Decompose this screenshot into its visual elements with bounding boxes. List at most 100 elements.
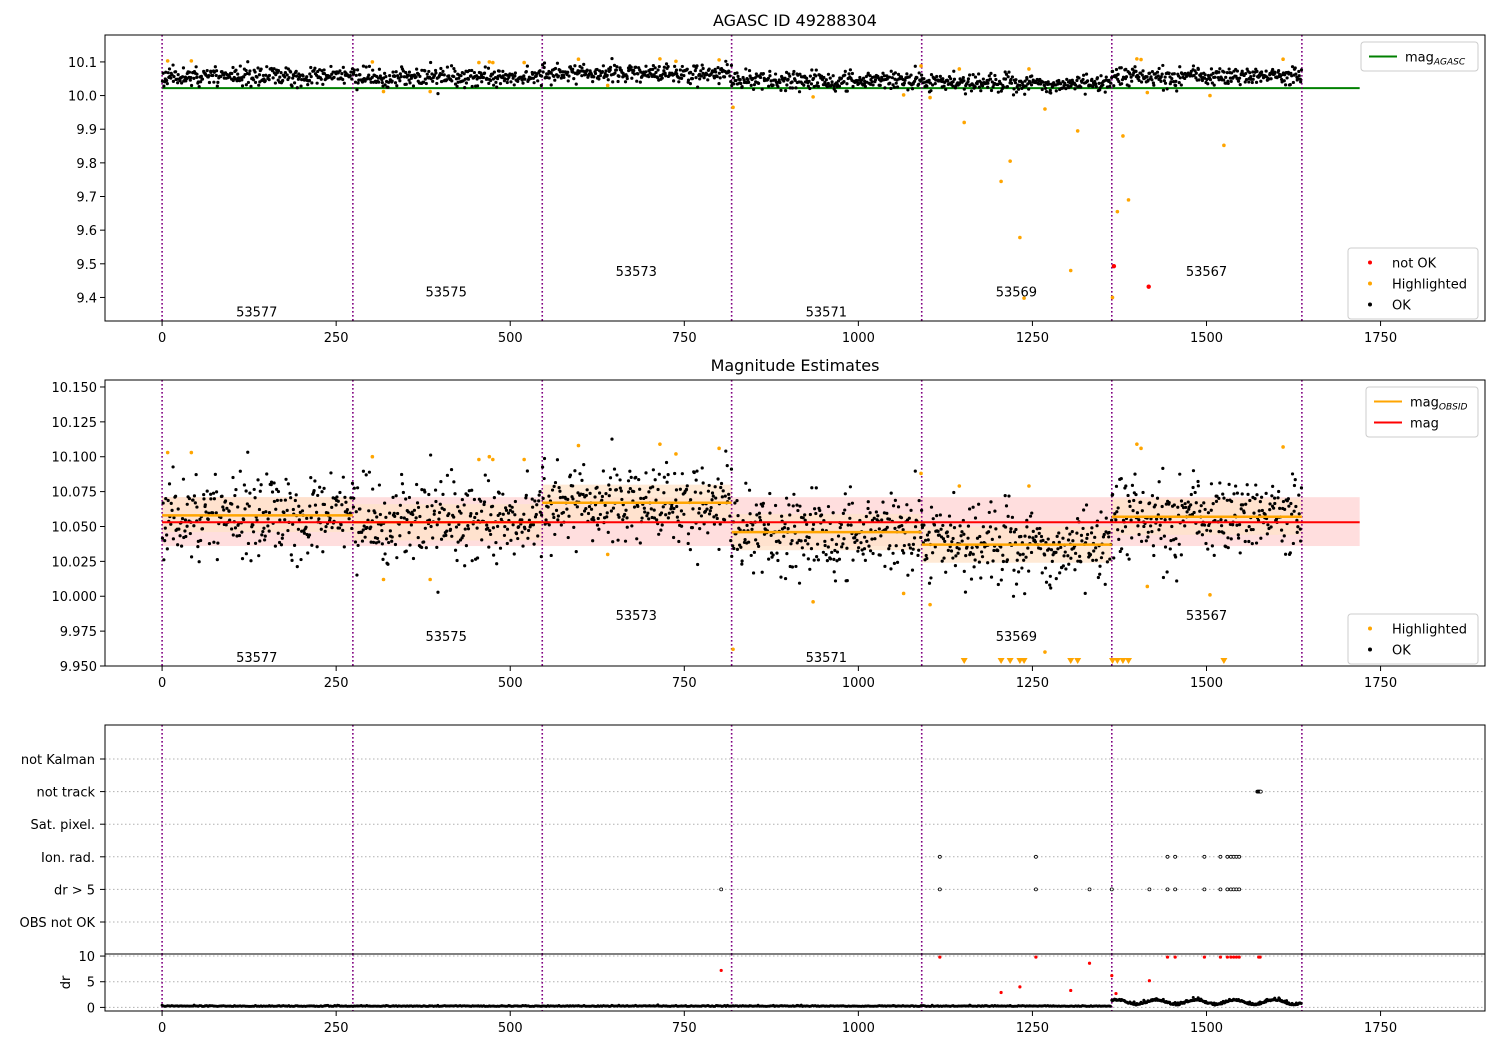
ok-point	[868, 74, 872, 78]
ok-point	[883, 86, 887, 90]
ok-point	[1089, 531, 1094, 535]
ok-point	[993, 73, 997, 78]
ok-point	[593, 495, 597, 499]
ok-point	[1140, 73, 1144, 77]
ok-point	[1024, 555, 1028, 559]
ok-point	[462, 503, 466, 507]
ok-point	[1288, 82, 1292, 87]
ok-point	[459, 74, 463, 78]
ok-point	[625, 516, 629, 520]
ok-point	[171, 465, 175, 469]
x-tick-label: 500	[498, 1021, 523, 1036]
ok-point	[724, 449, 728, 453]
ok-point	[822, 75, 826, 80]
ok-point	[512, 83, 516, 87]
ok-point	[199, 538, 203, 543]
ok-point	[987, 74, 991, 78]
ok-point	[197, 84, 201, 89]
ok-point	[966, 524, 971, 528]
ok-point	[1059, 82, 1063, 86]
ok-point	[1149, 524, 1153, 528]
legend-box	[1360, 41, 1479, 72]
ok-point	[1237, 76, 1242, 80]
ok-point	[284, 477, 288, 481]
ok-point	[813, 507, 817, 511]
ok-point	[1148, 71, 1152, 75]
ok-point	[1133, 65, 1137, 69]
y-tick-label: 10.1	[68, 56, 97, 71]
ok-point	[348, 73, 352, 78]
ok-point	[812, 84, 816, 89]
ok-point	[785, 552, 789, 556]
ok-point	[371, 487, 375, 491]
ok-point	[925, 84, 929, 88]
ok-point	[949, 523, 953, 527]
ok-point	[415, 482, 419, 487]
ok-point	[714, 496, 718, 500]
ok-point	[1044, 90, 1049, 94]
ok-point	[342, 81, 346, 85]
ok-point	[826, 504, 831, 509]
legend-label: magAGASC	[1405, 51, 1466, 68]
ok-point	[869, 528, 873, 532]
ok-point	[212, 540, 216, 544]
ok-point	[701, 481, 705, 485]
ok-point	[370, 75, 374, 80]
ok-point	[1163, 81, 1168, 85]
ok-point	[1080, 539, 1084, 543]
ok-point	[1091, 558, 1095, 562]
ok-point	[414, 75, 418, 79]
ok-point	[447, 74, 451, 78]
ok-point	[328, 75, 332, 79]
highlighted-point	[381, 89, 386, 94]
ok-point	[296, 527, 301, 531]
ok-point	[889, 86, 893, 91]
ok-point	[989, 575, 994, 579]
ok-point	[744, 67, 748, 71]
ok-point	[283, 518, 287, 522]
ok-point	[672, 535, 676, 540]
ok-point	[790, 538, 794, 543]
ok-point	[183, 518, 188, 522]
ok-point	[647, 75, 651, 79]
ok-point	[682, 74, 686, 78]
ok-point	[355, 68, 360, 72]
ok-point	[1031, 529, 1035, 533]
x-tick-label: 0	[158, 1021, 166, 1036]
ok-point	[516, 79, 520, 84]
ok-point	[1077, 76, 1081, 80]
ok-point	[510, 505, 514, 509]
ok-point	[439, 480, 443, 484]
ok-point	[178, 79, 182, 83]
ok-point	[839, 76, 844, 80]
ok-point	[295, 565, 299, 569]
ok-point	[750, 527, 754, 531]
ok-point	[1011, 93, 1016, 97]
ok-point	[789, 542, 793, 546]
ok-point	[366, 518, 370, 522]
x-tick-label: 1000	[842, 331, 875, 346]
ok-point	[531, 523, 536, 527]
ok-point	[384, 537, 389, 541]
ok-point	[363, 535, 367, 539]
ok-point	[994, 77, 998, 82]
ok-point	[1212, 83, 1216, 87]
ok-point	[349, 496, 353, 500]
ok-point	[196, 80, 200, 84]
ok-point	[557, 486, 561, 490]
ok-point	[647, 490, 651, 494]
ok-point	[306, 551, 310, 555]
ok-point	[608, 487, 612, 492]
ok-point	[843, 69, 847, 73]
ok-point	[1101, 551, 1105, 555]
ok-point	[522, 512, 526, 516]
ok-point	[432, 509, 437, 513]
ok-point	[625, 525, 629, 529]
ok-point	[405, 518, 409, 522]
ok-point	[1011, 594, 1016, 598]
ok-point	[619, 489, 623, 493]
ok-point	[740, 559, 744, 563]
ok-point	[463, 527, 467, 531]
ok-point	[1009, 81, 1014, 85]
ok-point	[292, 81, 297, 85]
